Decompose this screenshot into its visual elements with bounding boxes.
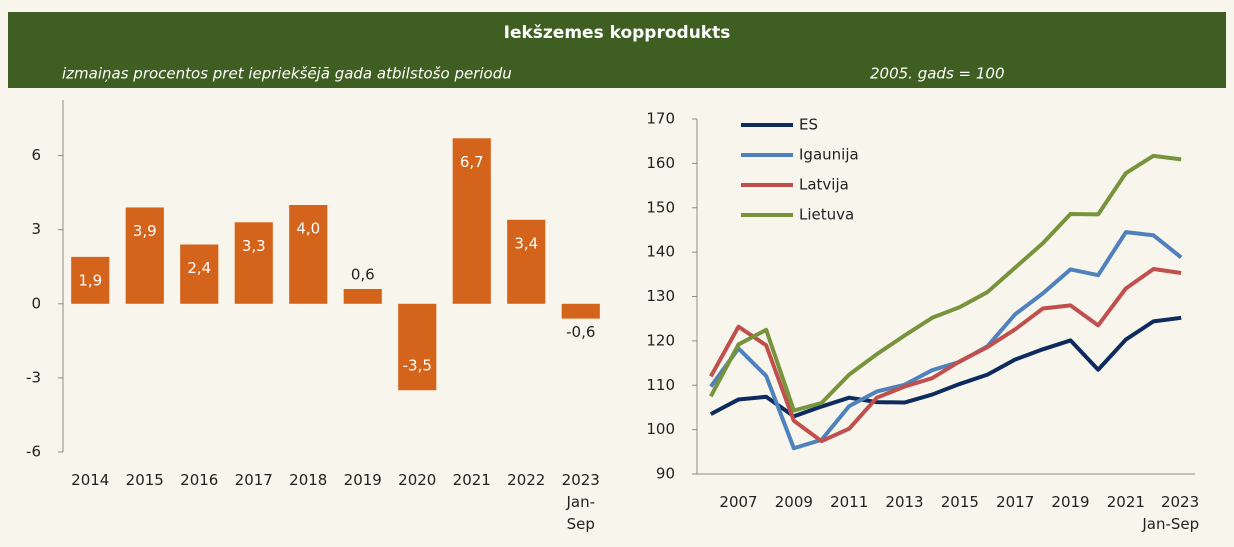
y-tick-label: 100: [646, 420, 675, 438]
y-tick-label: -3: [26, 368, 41, 386]
x-tick-label: 2016: [180, 471, 219, 489]
value-label: 6,7: [460, 153, 484, 171]
x-tick-label: 2021: [1106, 493, 1145, 511]
x-tick-label: 2022: [507, 471, 546, 489]
x-tick-label: 2013: [885, 493, 924, 511]
x-tick-label: 2019: [1051, 493, 1090, 511]
subtitle: 2005. gads = 100: [870, 65, 1005, 83]
legend-label: ES: [799, 116, 818, 134]
value-label: 0,6: [351, 265, 375, 283]
value-label: -0,6: [566, 323, 595, 341]
value-label: 2,4: [187, 259, 211, 277]
y-tick-label: 120: [646, 331, 675, 349]
value-label: 4,0: [296, 219, 320, 237]
bar: [234, 222, 273, 304]
bar: [507, 219, 546, 304]
bar: [180, 244, 219, 304]
bar: [125, 207, 164, 304]
x-tick-label: 2014: [71, 471, 110, 489]
legend-label: Igaunija: [799, 146, 859, 164]
y-tick-label: 3: [31, 220, 41, 238]
y-tick-label: 0: [31, 294, 41, 312]
y-tick-label: 170: [646, 110, 675, 128]
value-label: 3,9: [133, 222, 157, 240]
legend-label: Lietuva: [799, 206, 854, 224]
x-tick-label: 2021: [452, 471, 491, 489]
y-tick-label: 160: [646, 154, 675, 172]
x-tick-label: 2007: [719, 493, 758, 511]
y-tick-label: 150: [646, 198, 675, 216]
x-tick-label: 2023 Jan-Sep: [561, 471, 600, 533]
bar: [343, 288, 382, 304]
y-tick-label: 140: [646, 243, 675, 261]
x-tick-label: 2019: [343, 471, 382, 489]
bar: [452, 138, 491, 304]
legend-label: Latvija: [799, 176, 849, 194]
y-tick-label: 130: [646, 287, 675, 305]
value-label: 1,9: [78, 271, 102, 289]
chart-title: Iekšzemes kopprodukts: [504, 23, 731, 43]
x-tick-label: 2018: [289, 471, 328, 489]
y-tick-label: -6: [26, 443, 41, 461]
value-label: -3,5: [403, 357, 432, 375]
y-tick-label: 6: [31, 146, 41, 164]
header-band: [8, 12, 1226, 88]
y-tick-label: 110: [646, 376, 675, 394]
y-tick-label: 90: [656, 465, 675, 483]
x-tick-label: 2023 Jan-Sep: [1142, 493, 1200, 533]
x-tick-label: 2009: [774, 493, 813, 511]
x-tick-label: 2017: [996, 493, 1035, 511]
x-tick-label: 2015: [940, 493, 979, 511]
bar: [398, 303, 437, 391]
bar: [289, 204, 328, 304]
value-label: 3,4: [514, 234, 538, 252]
x-tick-label: 2020: [398, 471, 437, 489]
bar: [561, 303, 600, 319]
x-tick-label: 2015: [125, 471, 164, 489]
series-line: [709, 266, 1182, 444]
x-tick-label: 2011: [830, 493, 869, 511]
value-label: 3,3: [242, 237, 266, 255]
bar: [71, 256, 110, 304]
series-line: [709, 153, 1182, 413]
subtitle: izmaiņas procentos pret iepriekšējā gada…: [62, 65, 512, 83]
series-line: [709, 230, 1183, 451]
x-tick-label: 2017: [234, 471, 273, 489]
